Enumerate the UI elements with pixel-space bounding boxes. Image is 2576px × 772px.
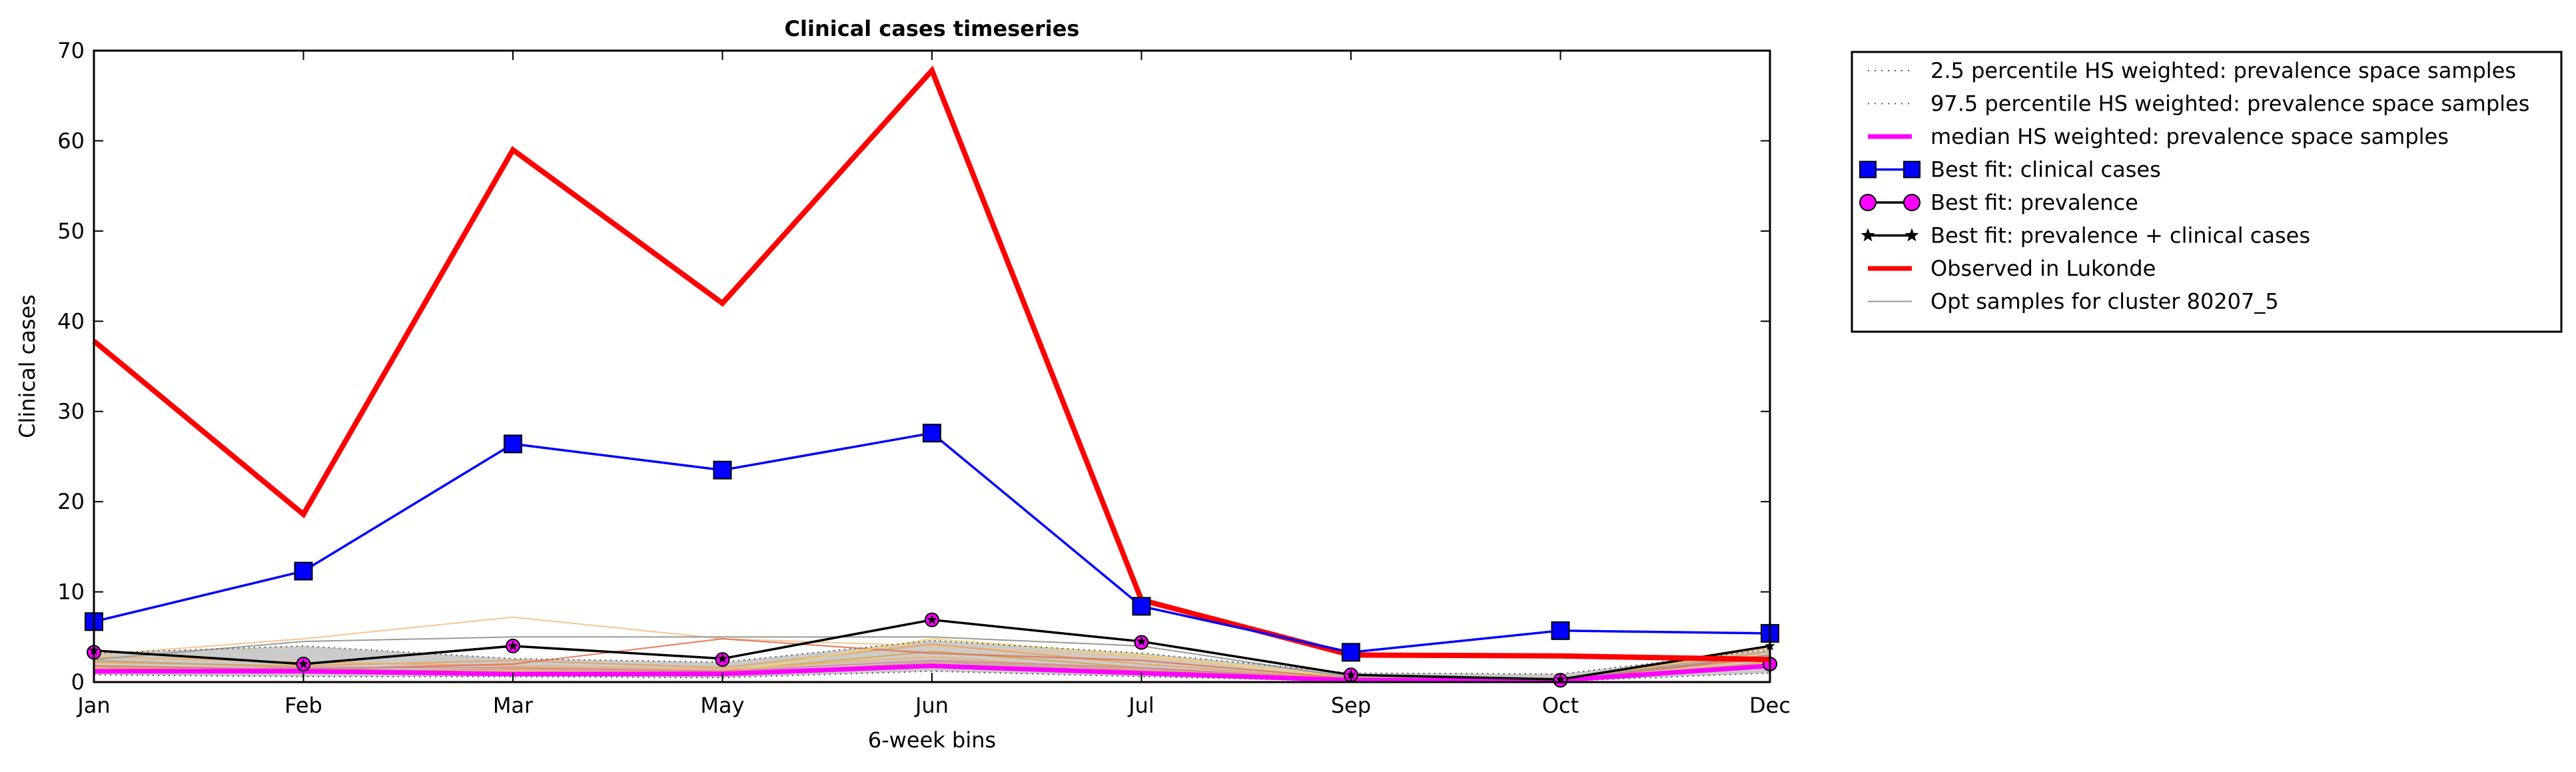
legend-marker-circle [1859, 194, 1877, 211]
point-best-fit-prev-clinical [508, 640, 518, 651]
legend-entry: Observed in Lukonde [1868, 256, 2156, 281]
legend-label: Opt samples for cluster 80207_5 [1931, 289, 2279, 314]
point-best-fit-clinical [1551, 621, 1570, 640]
legend-entry: median HS weighted: prevalence space sam… [1868, 124, 2449, 149]
y-axis-label: Clinical cases [15, 294, 40, 438]
x-axis-label: 6-week bins [868, 727, 996, 753]
legend-marker-star [1905, 228, 1919, 242]
legend-label: Best fit: prevalence [1931, 190, 2138, 215]
legend-marker-square [1859, 161, 1877, 179]
legend-marker-square [1903, 161, 1921, 179]
x-tick-label: Oct [1542, 693, 1579, 718]
y-axis-ticks: 0 10 20 30 40 50 60 70 [57, 38, 1770, 695]
x-tick-label: Dec [1749, 693, 1791, 718]
point-best-fit-clinical [504, 434, 522, 454]
legend-box [1851, 51, 2563, 333]
point-best-fit-prev-clinical [927, 614, 937, 625]
legend: 2.5 percentile HS weighted: prevalence s… [1851, 51, 2563, 333]
point-best-fit-clinical [1132, 597, 1151, 616]
x-axis-ticks: Jan Feb Mar May Jun Jul Sep Oct Dec [76, 51, 1791, 718]
y-tick-label: 60 [57, 128, 85, 153]
x-tick-label: May [700, 693, 744, 718]
y-tick-label: 10 [57, 579, 85, 605]
y-tick-label: 40 [57, 308, 85, 334]
legend-entry: 2.5 percentile HS weighted: prevalence s… [1868, 58, 2516, 83]
series-line-median [94, 663, 1771, 683]
legend-label: Best fit: prevalence + clinical cases [1931, 223, 2310, 248]
x-tick-label: Jul [1127, 693, 1154, 718]
y-tick-label: 70 [57, 38, 85, 63]
legend-label: median HS weighted: prevalence space sam… [1931, 124, 2449, 149]
x-tick-label: Jan [76, 693, 110, 718]
y-tick-label: 0 [71, 669, 85, 695]
legend-entry: Opt samples for cluster 80207_5 [1868, 289, 2279, 314]
chart-title: Clinical cases timeseries [785, 16, 1080, 41]
legend-label: Best fit: clinical cases [1931, 157, 2161, 183]
legend-label: Observed in Lukonde [1931, 256, 2156, 281]
y-tick-label: 20 [57, 489, 85, 514]
legend-marker-star [1861, 228, 1875, 242]
legend-entry: Best fit: clinical cases [1859, 157, 2161, 183]
legend-entry: Best fit: prevalence [1859, 190, 2138, 215]
point-best-fit-clinical [294, 562, 313, 581]
point-best-fit-clinical [713, 460, 732, 480]
legend-label: 97.5 percentile HS weighted: prevalence … [1931, 91, 2529, 117]
x-tick-label: Mar [493, 693, 534, 718]
point-best-fit-clinical [1342, 643, 1360, 662]
legend-marker-circle [1903, 194, 1921, 211]
y-tick-label: 30 [57, 399, 85, 424]
y-tick-label: 50 [57, 218, 85, 244]
x-tick-label: Feb [284, 693, 322, 718]
point-best-fit-prev-clinical [298, 658, 309, 669]
point-best-fit-prev-clinical [1136, 636, 1147, 646]
series-line-observed [92, 65, 1771, 663]
plot-area [85, 49, 1779, 688]
legend-entry: 97.5 percentile HS weighted: prevalence … [1868, 91, 2529, 117]
legend-label: 2.5 percentile HS weighted: prevalence s… [1931, 58, 2516, 83]
legend-entry: Best fit: prevalence + clinical cases [1861, 223, 2310, 248]
x-tick-label: Sep [1331, 693, 1371, 718]
point-best-fit-prev-clinical [717, 653, 728, 663]
x-tick-label: Jun [914, 693, 949, 718]
point-best-fit-clinical [923, 424, 941, 443]
